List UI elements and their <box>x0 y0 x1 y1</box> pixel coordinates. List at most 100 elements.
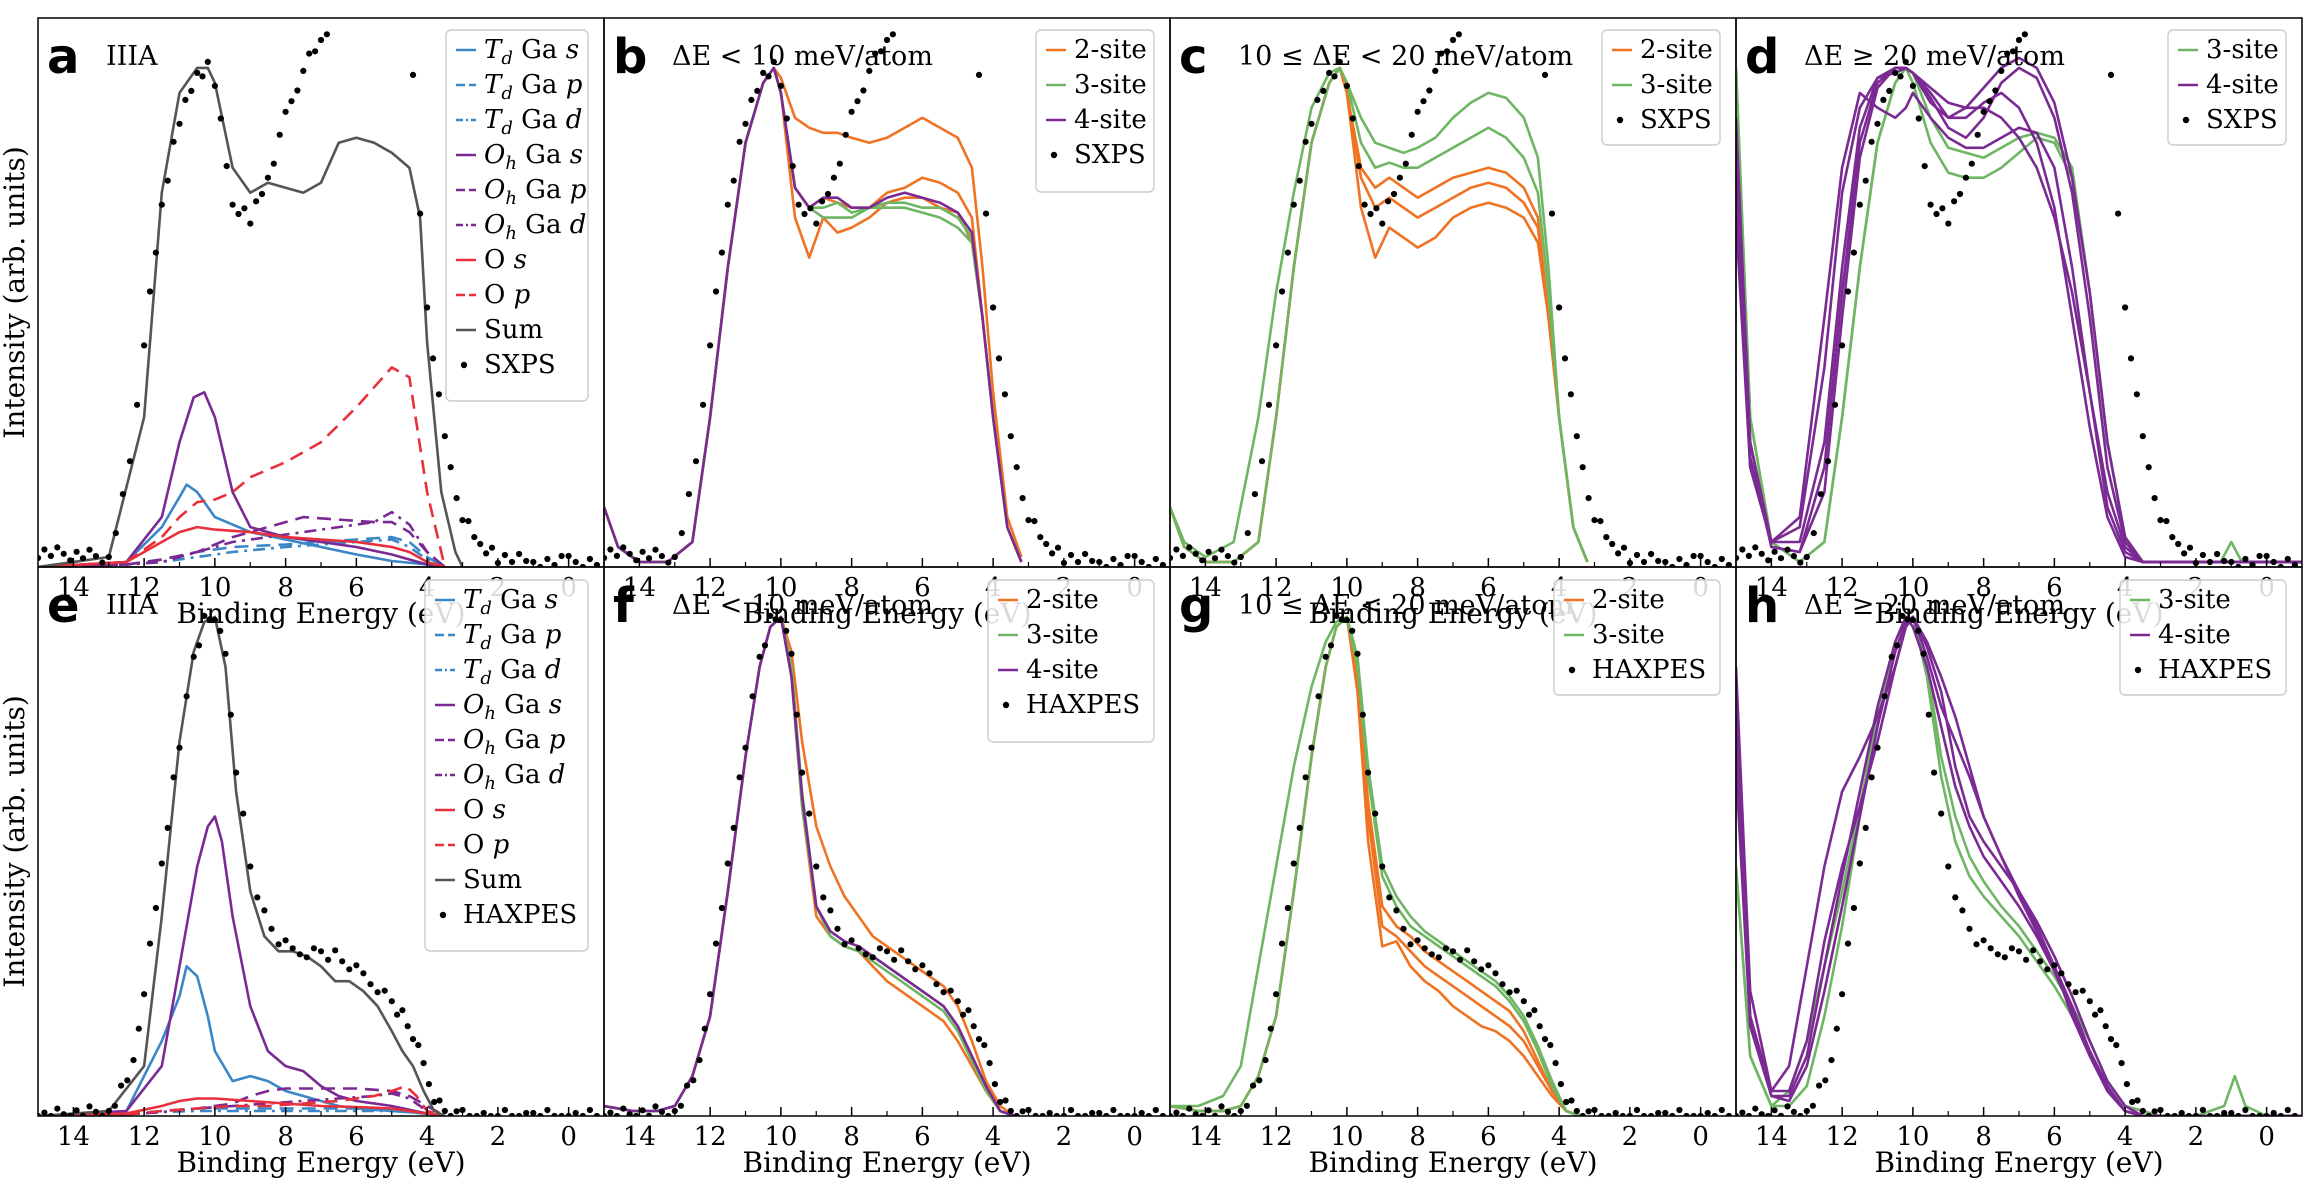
data-point <box>2123 1081 2130 1088</box>
data-point <box>459 1106 466 1114</box>
data-point <box>1784 1103 1791 1110</box>
panel-title: ΔE ≥ 20 meV/atom <box>1804 590 2065 621</box>
data-point <box>834 925 841 932</box>
data-point <box>73 548 80 555</box>
data-point <box>1856 201 1863 208</box>
data-point <box>1013 1112 1020 1116</box>
legend-label: 4-site <box>1026 655 1099 685</box>
data-point <box>1874 744 1881 751</box>
data-point <box>158 201 165 208</box>
legend-label: O p <box>484 280 531 310</box>
data-point <box>551 1112 558 1116</box>
data-point <box>2015 36 2023 44</box>
data-point <box>429 355 437 362</box>
data-point <box>317 948 325 955</box>
data-point <box>2164 1112 2171 1116</box>
legend-label: Td Ga d <box>463 655 561 689</box>
data-point <box>1711 563 1718 567</box>
panel-title: 10 ≤ ΔE < 20 meV/atom <box>1238 590 1573 621</box>
data-point <box>891 956 898 963</box>
data-point <box>2171 1112 2178 1116</box>
x-tick-label: 14 <box>57 573 90 603</box>
data-point <box>1296 177 1303 184</box>
data-point <box>2015 948 2023 955</box>
data-point <box>275 941 282 948</box>
series-line-oh-ga-p <box>38 515 446 567</box>
data-point <box>1874 120 1881 127</box>
data-point <box>1777 1112 1785 1116</box>
data-point <box>1920 650 1927 657</box>
data-point <box>152 249 159 256</box>
data-point <box>164 824 171 832</box>
data-point <box>134 401 141 408</box>
panel-letter: f <box>613 578 635 634</box>
data-point <box>2157 1106 2164 1114</box>
data-point <box>330 11 336 17</box>
data-point <box>1231 559 1238 566</box>
data-point <box>1067 551 1075 559</box>
data-point <box>2206 558 2214 566</box>
data-point <box>233 769 240 776</box>
data-point <box>801 210 808 218</box>
data-point <box>990 304 997 311</box>
series-line-sum <box>38 615 446 1116</box>
data-point <box>86 546 93 553</box>
data-point <box>1025 1106 1032 1114</box>
data-point <box>1258 458 1266 465</box>
data-point <box>975 1036 983 1043</box>
data-point <box>1435 954 1442 961</box>
data-point <box>777 82 785 89</box>
panel-title: ΔE < 10 meV/atom <box>672 590 933 621</box>
data-point <box>1526 1011 1533 1018</box>
series-sxps-points <box>1736 31 2298 567</box>
data-point <box>1725 561 1732 567</box>
data-point <box>1199 1112 1206 1116</box>
legend-label: Oh Ga p <box>484 175 587 209</box>
data-point <box>736 138 743 145</box>
data-point <box>1904 616 1911 623</box>
data-point <box>620 1105 627 1112</box>
data-point <box>1379 863 1386 870</box>
data-point <box>1790 1108 1797 1115</box>
series-line-3-site <box>1170 615 1581 1116</box>
data-point <box>970 1023 977 1030</box>
data-point <box>1718 555 1725 563</box>
data-point <box>1001 391 1009 398</box>
data-point <box>431 1098 438 1106</box>
legend-b: 2-site 3-site 4-site SXPS <box>1035 29 1155 193</box>
data-point <box>633 1112 640 1116</box>
data-point <box>876 945 884 952</box>
series-line-td-ga-s <box>38 483 445 567</box>
data-point <box>878 48 885 55</box>
data-point <box>1349 115 1356 122</box>
data-point <box>1771 1107 1778 1114</box>
data-point <box>112 530 119 537</box>
data-point <box>788 650 795 657</box>
data-point <box>736 774 743 781</box>
data-point <box>1019 495 1026 502</box>
data-point <box>1810 530 1817 537</box>
data-point <box>848 937 855 944</box>
data-point <box>1290 201 1297 208</box>
data-point <box>183 693 190 700</box>
data-point <box>247 863 254 870</box>
data-point <box>997 1098 1004 1106</box>
data-point <box>1552 1060 1559 1067</box>
data-point <box>678 530 685 537</box>
x-axis-label: Binding Energy (eV) <box>742 597 1031 630</box>
data-point <box>1002 1097 1009 1104</box>
plot-area-d <box>1736 31 2302 567</box>
legend-label: SXPS <box>1640 105 1712 135</box>
data-point <box>1199 557 1206 564</box>
legend-label: Sum <box>463 865 522 895</box>
data-point <box>986 1060 993 1067</box>
data-point <box>898 947 905 954</box>
data-point <box>2021 31 2028 38</box>
data-point <box>130 1057 137 1064</box>
data-point <box>441 1107 448 1115</box>
data-point <box>1899 612 1906 620</box>
data-point <box>1725 1112 1732 1116</box>
data-point <box>420 1060 427 1067</box>
data-point <box>760 69 767 76</box>
